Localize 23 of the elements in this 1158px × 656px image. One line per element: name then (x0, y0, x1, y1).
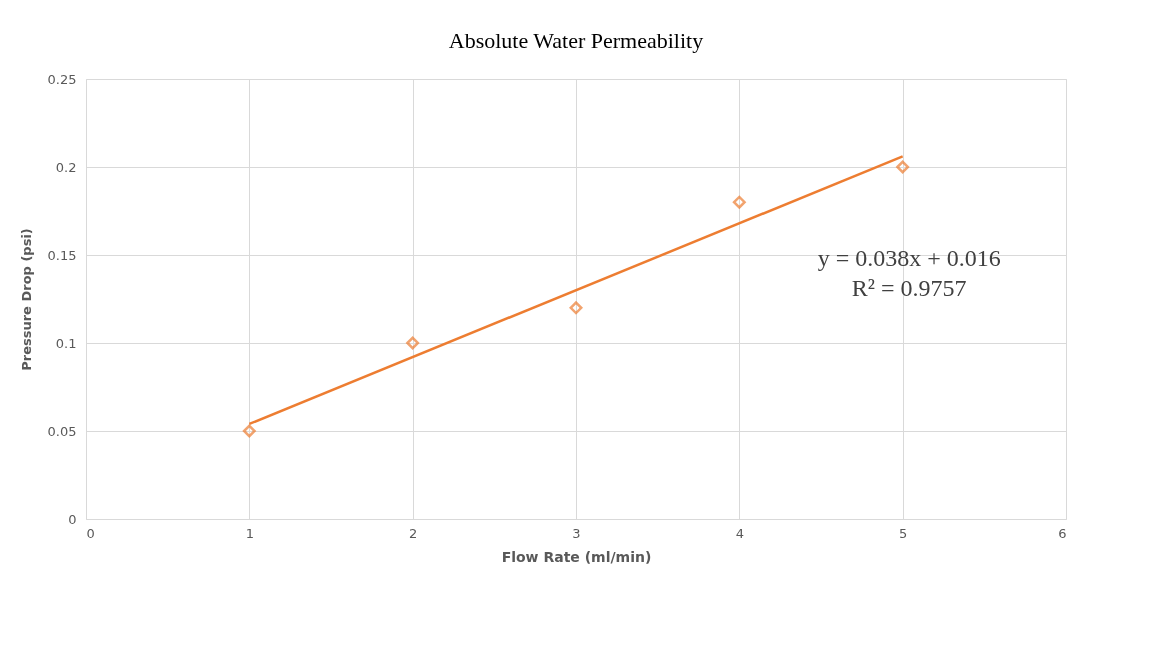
point (896, 160, 910, 174)
point (406, 336, 420, 350)
x-tick-label: 6 (1058, 525, 1067, 541)
point (732, 195, 746, 209)
y-tick-label: 0.15 (47, 247, 77, 263)
y-tick-label: 0.2 (55, 159, 77, 175)
y-tick-label: 0.05 (47, 423, 77, 439)
point (569, 301, 583, 315)
chart-title: Absolute Water Permeability (448, 28, 704, 53)
x-tick-label: 0 (86, 525, 95, 541)
x-tick-label: 1 (245, 525, 254, 541)
y-tick-label: 0.25 (47, 71, 77, 87)
x-axis-title: Flow Rate (ml/min) (501, 548, 652, 565)
annotation: y = 0.038x + 0.016 (817, 245, 1001, 272)
x-tick-label: 2 (409, 525, 418, 541)
y-tick-label: 0 (68, 511, 77, 527)
x-tick-label: 3 (572, 525, 581, 541)
y-tick-label: 0.1 (55, 335, 77, 351)
annotation: R² = 0.9757 (851, 275, 967, 302)
x-tick-label: 5 (899, 525, 908, 541)
point (242, 424, 256, 438)
y-axis-title: Pressure Drop (psi) (18, 228, 34, 371)
x-tick-label: 4 (735, 525, 744, 541)
